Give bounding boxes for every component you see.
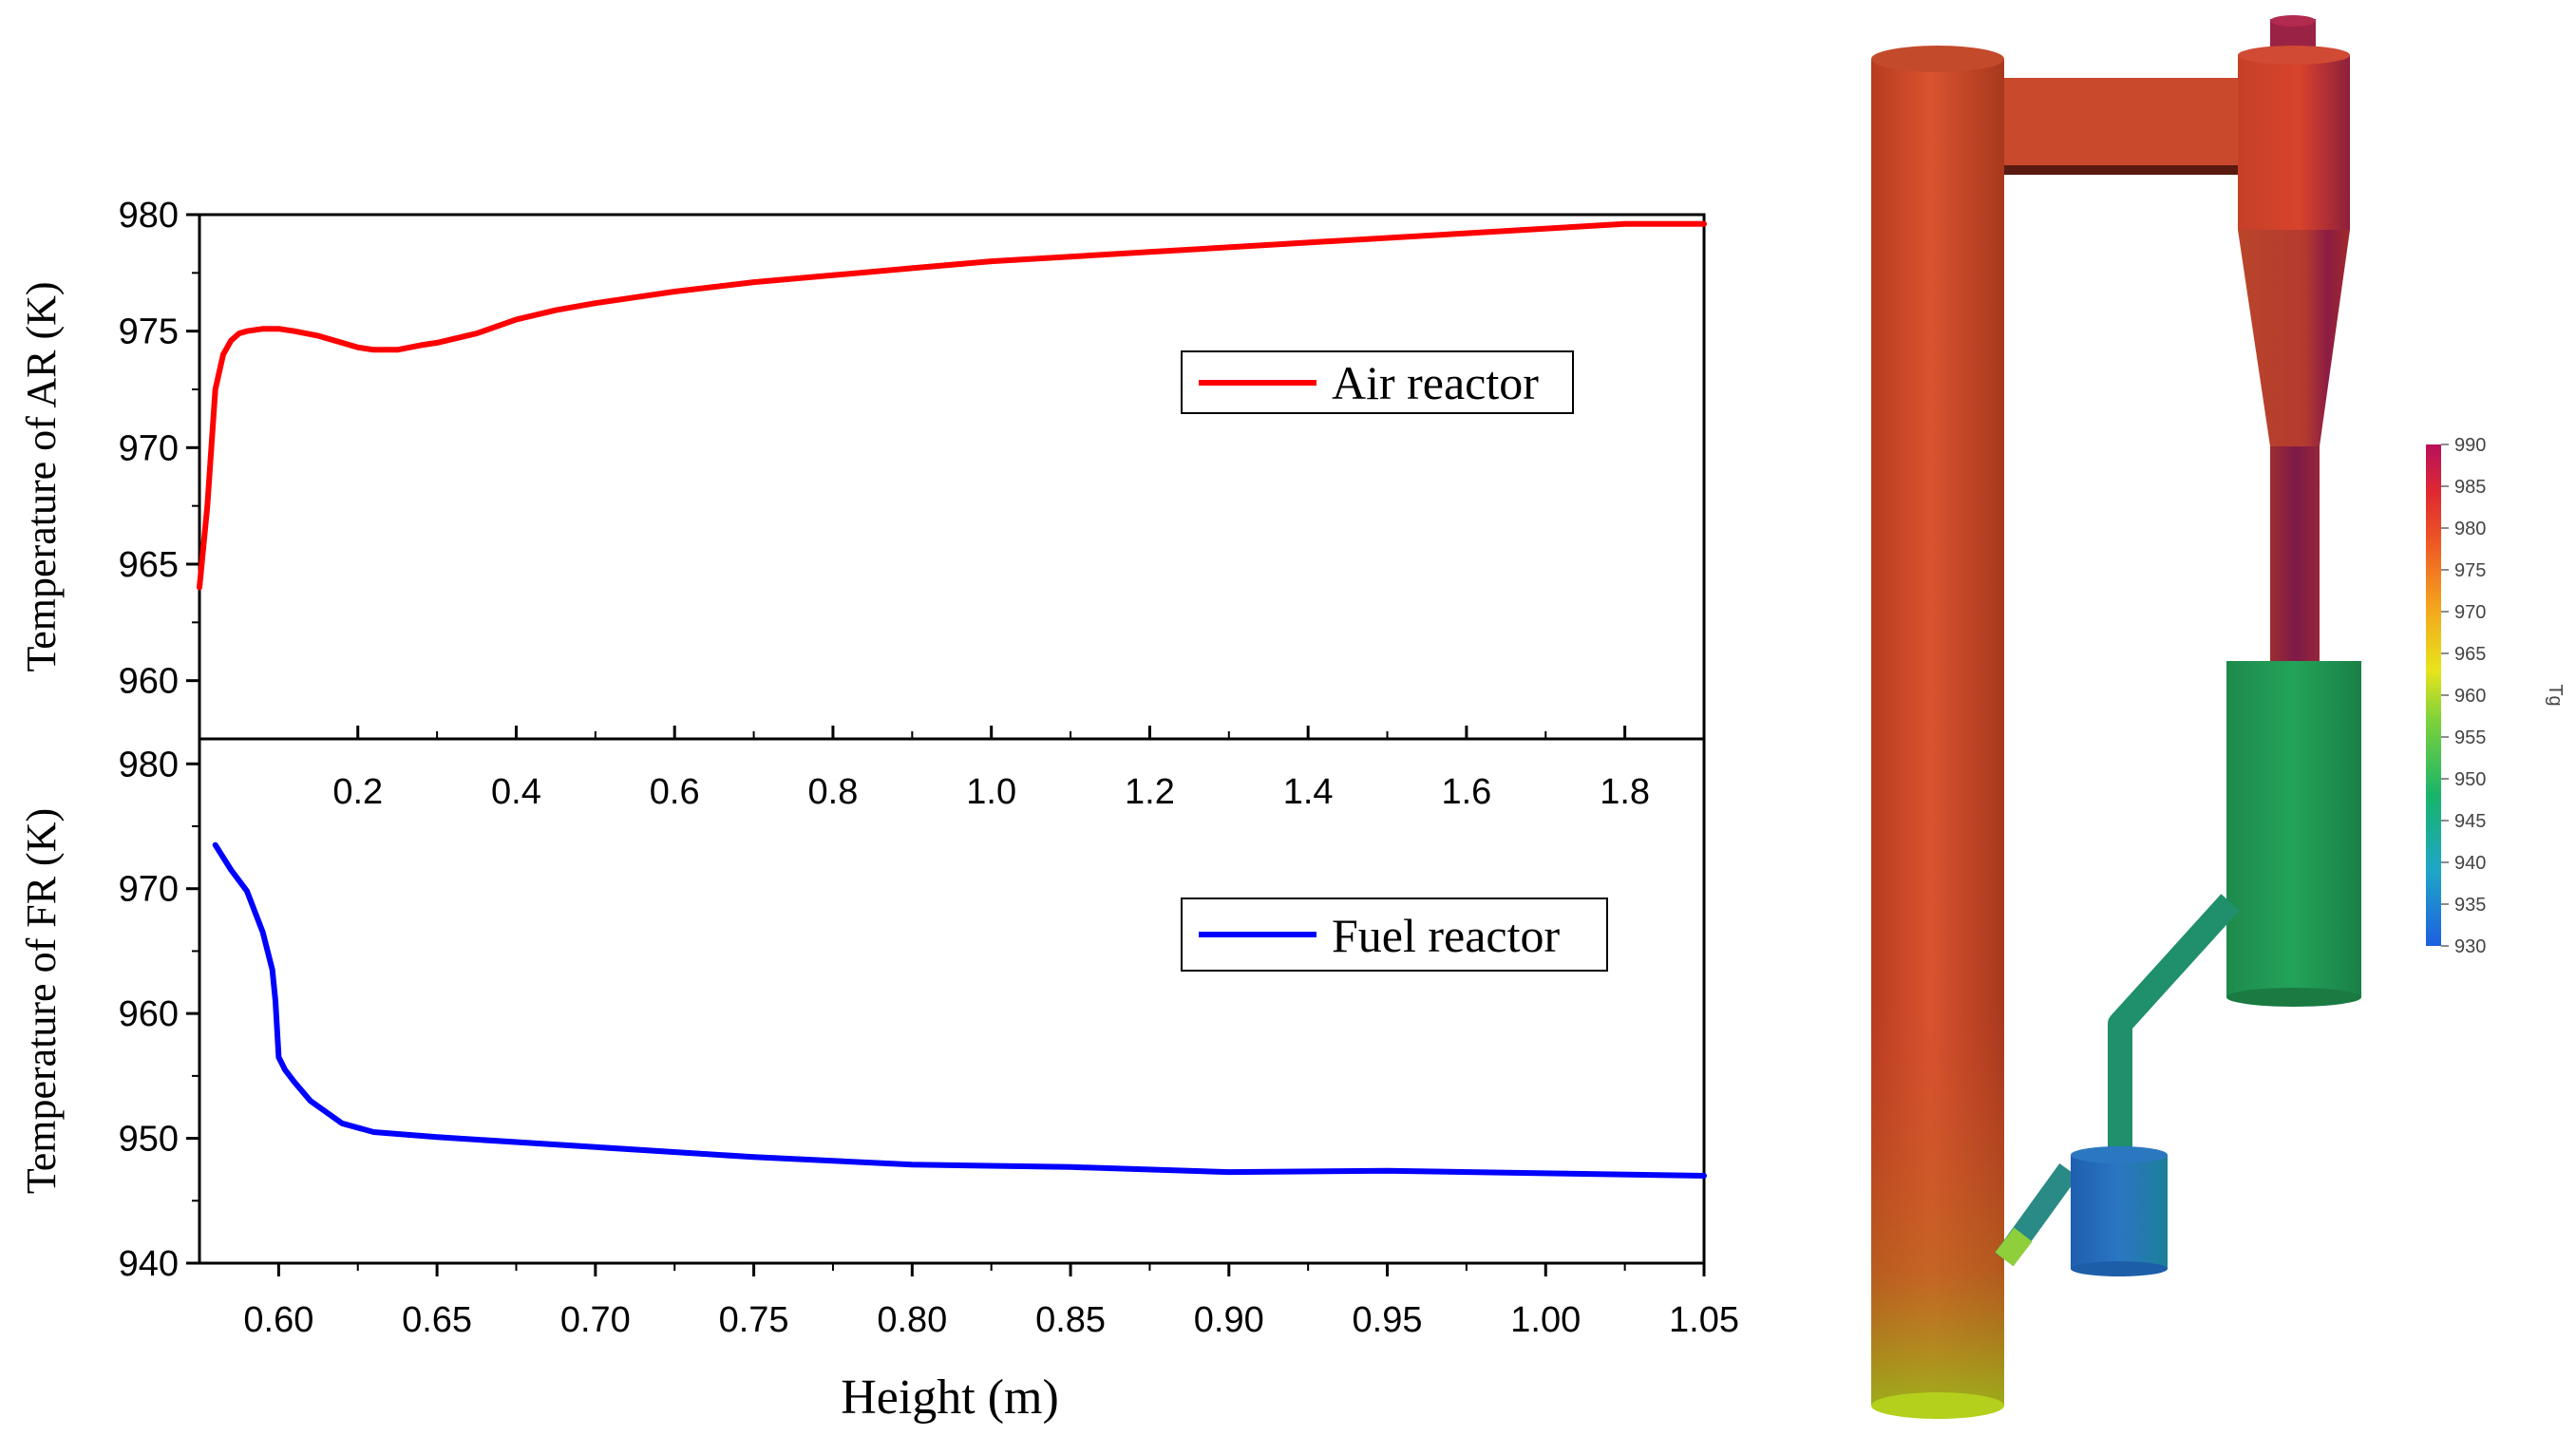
colorbar-ticks: 990 985 980 975 970 965 960 955 950 945 940 935 930 xyxy=(2441,435,2486,957)
air-x-tick-label: 1.2 xyxy=(1125,772,1175,812)
loop-seal-pipe-tip xyxy=(1995,1227,2033,1267)
riser-bottom-tint xyxy=(1871,59,2004,1406)
colorbar-tick-label: 985 xyxy=(2454,477,2486,498)
fuel-y-tick-label: 960 xyxy=(119,994,179,1034)
colorbar-gradient xyxy=(2426,444,2441,946)
air-y-tick-label: 970 xyxy=(119,428,179,468)
fuel-x-tick-label: 0.90 xyxy=(1194,1300,1264,1340)
air-x-tick-label: 1.0 xyxy=(966,772,1016,812)
cyclone-body xyxy=(2238,55,2350,230)
air-reactor-line xyxy=(197,220,1707,591)
fuel-y-tick-label: 950 xyxy=(119,1120,179,1160)
air-y-axis-title: Temperature of AR (K) xyxy=(18,281,65,671)
fuel-reactor-panel: 940 950 960 970 980 0.60 0.65 0.70 0.75 0.80 0.85… xyxy=(18,737,1739,1425)
colorbar-tick-label: 930 xyxy=(2454,936,2486,957)
colorbar-tick-label: 955 xyxy=(2454,727,2486,748)
air-legend: Air reactor xyxy=(1181,350,1574,414)
colorbar-tick-label: 970 xyxy=(2454,602,2486,623)
fuel-x-tick-label: 1.05 xyxy=(1669,1300,1739,1340)
fuel-legend-label: Fuel reactor xyxy=(1332,909,1561,962)
colorbar-tick-label: 960 xyxy=(2454,686,2486,707)
fuel-reactor-line xyxy=(212,841,1707,1179)
fuel-x-tick-label: 0.80 xyxy=(877,1300,947,1340)
colorbar-tick-label: 945 xyxy=(2454,811,2486,832)
air-y-ticks: 960 965 970 975 980 xyxy=(119,196,199,702)
air-x-tick-label: 0.2 xyxy=(332,772,383,812)
cfd-temperature-render xyxy=(1871,15,2361,1419)
loop-seal-body xyxy=(2071,1155,2168,1269)
air-x-tick-label: 1.8 xyxy=(1600,772,1650,812)
fuel-x-tick-label: 0.70 xyxy=(560,1300,631,1340)
x-axis-title: Height (m) xyxy=(841,1370,1059,1425)
cyclone-outlet-cap xyxy=(2270,15,2316,27)
fuel-y-tick-label: 970 xyxy=(119,870,179,910)
colorbar-title: Tg xyxy=(2545,684,2566,706)
riser-bottom-cap xyxy=(1871,1392,2004,1419)
air-y-tick-label: 960 xyxy=(119,662,179,702)
colorbar-tick-label: 935 xyxy=(2454,895,2486,916)
air-x-tick-label: 0.6 xyxy=(650,772,700,812)
crossover-duct xyxy=(2002,78,2261,175)
loop-seal-top xyxy=(2071,1146,2168,1163)
colorbar-tick-label: 940 xyxy=(2454,853,2486,874)
air-x-ticks: 0.2 0.4 0.6 0.8 1.0 1.2 1.4 1.6 1.8 xyxy=(332,726,1650,812)
colorbar-tick-label: 990 xyxy=(2454,435,2486,456)
cyclone-cone xyxy=(2238,230,2350,446)
fuel-reactor-body xyxy=(2226,661,2361,997)
air-x-tick-label: 1.6 xyxy=(1441,772,1491,812)
fuel-x-tick-label: 1.00 xyxy=(1510,1300,1581,1340)
colorbar-tick-label: 950 xyxy=(2454,769,2486,790)
fuel-plot-frame xyxy=(198,737,1706,1265)
temperature-colorbar: 990985980975970965960955950945940935930 … xyxy=(2426,435,2566,957)
fuel-x-tick-label: 0.95 xyxy=(1353,1300,1423,1340)
air-plot-frame xyxy=(198,213,1706,741)
fuel-y-ticks: 940 950 960 970 980 xyxy=(119,745,199,1284)
air-y-tick-label: 980 xyxy=(119,196,179,236)
air-y-tick-label: 965 xyxy=(119,545,179,585)
air-y-tick-label: 975 xyxy=(119,312,179,352)
crossover-duct-shadow xyxy=(2002,165,2261,175)
fuel-y-tick-label: 940 xyxy=(119,1244,179,1284)
colorbar-tick-label: 965 xyxy=(2454,644,2486,665)
fuel-reactor-bottom xyxy=(2226,988,2361,1007)
air-legend-label: Air reactor xyxy=(1332,356,1539,409)
fuel-y-tick-label: 980 xyxy=(119,745,179,784)
cyclone-top-cap xyxy=(2238,46,2350,65)
loop-seal-bottom xyxy=(2071,1261,2168,1276)
colorbar-tick-label: 980 xyxy=(2454,519,2486,539)
riser-top-cap xyxy=(1871,46,2004,72)
fuel-x-tick-label: 0.75 xyxy=(719,1300,789,1340)
fuel-x-tick-label: 0.65 xyxy=(402,1300,472,1340)
fuel-legend: Fuel reactor xyxy=(1181,898,1608,972)
fuel-x-tick-label: 0.85 xyxy=(1035,1300,1106,1340)
cyclone-dipleg xyxy=(2270,446,2320,665)
fuel-x-ticks: 0.60 0.65 0.70 0.75 0.80 0.85 0.90 0.95 1.00 1.05 xyxy=(243,1263,1739,1340)
air-x-tick-label: 1.4 xyxy=(1283,772,1334,812)
air-x-tick-label: 0.4 xyxy=(491,772,541,812)
air-reactor-panel: 960 965 970 975 980 0.2 0.4 0.6 0.8 1.0 1.2 1.4 1.6… xyxy=(18,196,1707,812)
fuel-y-axis-title: Temperature of FR (K) xyxy=(18,808,65,1194)
fuel-x-tick-label: 0.60 xyxy=(243,1300,313,1340)
air-x-tick-label: 0.8 xyxy=(808,772,859,812)
colorbar-tick-label: 975 xyxy=(2454,560,2486,581)
return-pipe xyxy=(2108,894,2240,1149)
